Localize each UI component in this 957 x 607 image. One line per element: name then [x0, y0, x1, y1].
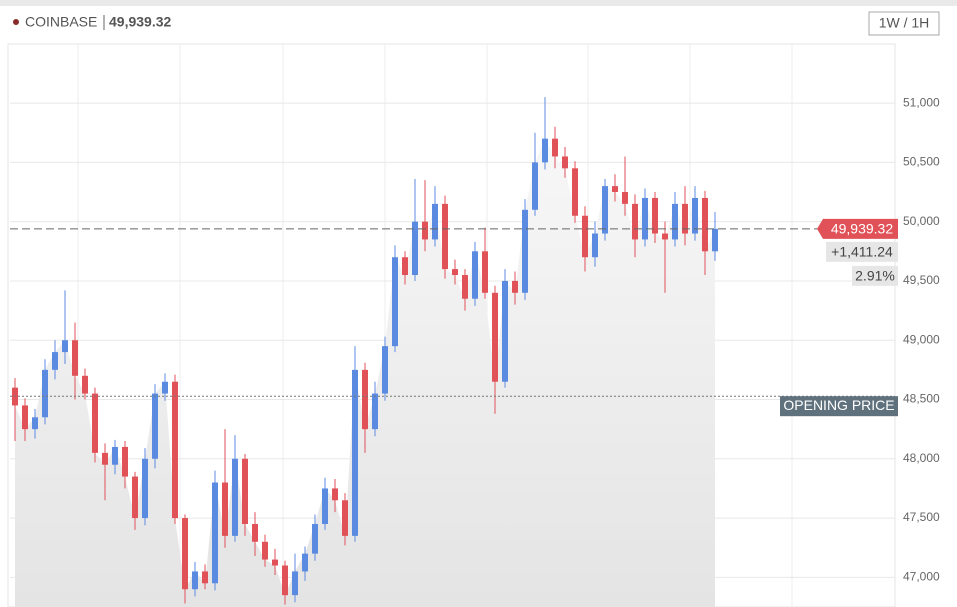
candle-body	[452, 269, 458, 276]
candle-body	[672, 203, 678, 240]
candle-body	[612, 186, 618, 193]
candle-body	[72, 340, 78, 376]
candle-body	[232, 458, 238, 536]
last-price-label: 49,939.32	[831, 221, 893, 237]
candle-body	[122, 446, 128, 477]
candle-body	[442, 203, 448, 270]
candle-body	[392, 257, 398, 347]
candle-body	[602, 186, 608, 234]
candle-body	[352, 369, 358, 536]
top-strip	[0, 0, 957, 6]
candle-body	[32, 417, 38, 430]
candle-body	[142, 458, 148, 519]
candle-body	[172, 381, 178, 519]
candle-body	[182, 518, 188, 590]
candle-body	[342, 500, 348, 536]
candle-body	[112, 446, 118, 465]
candle-body	[652, 197, 658, 234]
candle-body	[252, 524, 258, 542]
candle-body	[102, 452, 108, 465]
y-tick-label: 50,000	[903, 214, 940, 228]
candle-body	[42, 369, 48, 418]
candle-body	[322, 488, 328, 525]
candle-body	[572, 168, 578, 216]
candle-body	[632, 203, 638, 240]
candle-body	[152, 393, 158, 459]
candle-body	[412, 221, 418, 276]
candle-body	[302, 553, 308, 572]
candle-body	[562, 156, 568, 169]
candle-body	[582, 215, 588, 258]
candle-body	[692, 197, 698, 234]
candle-body	[132, 476, 138, 519]
candle-body	[702, 197, 708, 252]
candle-body	[222, 482, 228, 536]
candle-body	[502, 280, 508, 382]
candle-body	[22, 405, 28, 430]
change-tag	[826, 241, 898, 262]
y-tick-label: 48,000	[903, 451, 940, 465]
price-area	[15, 138, 715, 607]
candle-body	[372, 393, 378, 430]
change-percent-label: 2.91%	[855, 268, 895, 284]
candle-body	[532, 162, 538, 210]
candle-body	[382, 346, 388, 394]
change-label: +1,411.24	[831, 244, 893, 260]
range-button-label[interactable]: 1W / 1H	[879, 15, 930, 31]
candle-body	[62, 340, 68, 353]
candle-body	[52, 352, 58, 370]
opening-price-label: OPENING PRICE	[783, 397, 894, 413]
change-percent-tag	[852, 265, 898, 286]
header-price: 49,939.32	[109, 14, 171, 30]
candle-body	[192, 571, 198, 590]
candle-body	[512, 280, 518, 293]
y-tick-label: 47,500	[903, 510, 940, 524]
plot: 47,000 47,500 48,000 48,500 49,000 49,500 50,0…	[10, 95, 940, 607]
status-dot	[13, 19, 19, 25]
y-tick-label: 49,000	[903, 332, 940, 346]
exchange-name: COINBASE	[25, 14, 97, 30]
candle-body	[282, 565, 288, 596]
candle-body	[482, 251, 488, 293]
candle-body	[662, 233, 668, 240]
candle-body	[522, 209, 528, 293]
y-tick-label: 50,500	[903, 155, 940, 169]
candle-body	[272, 559, 278, 566]
candle-body	[712, 228, 718, 252]
y-tick-label: 49,500	[903, 273, 940, 287]
candle-body	[312, 524, 318, 554]
range-button[interactable]	[868, 11, 940, 36]
candle-body	[212, 482, 218, 584]
candle-body	[422, 221, 428, 240]
y-tick-label: 48,500	[903, 392, 940, 406]
candle-body	[92, 393, 98, 453]
candle-body	[642, 197, 648, 240]
last-price-tag	[817, 218, 898, 239]
candle-body	[292, 571, 298, 596]
candle-body	[492, 292, 498, 382]
candle-body	[462, 275, 468, 299]
candle-body	[242, 458, 248, 525]
candle-body	[472, 251, 478, 299]
y-tick-label: 51,000	[903, 95, 940, 109]
y-tick-label: 47,000	[903, 570, 940, 584]
candle-body	[162, 381, 168, 394]
candle-body	[622, 192, 628, 204]
candle-body	[552, 138, 558, 157]
candle-body	[432, 203, 438, 240]
candle-body	[262, 541, 268, 560]
candle-body	[542, 138, 548, 163]
candle-body	[592, 233, 598, 258]
candle-body	[402, 257, 408, 276]
candle-body	[362, 369, 368, 430]
candle-body	[82, 375, 88, 394]
candle-body	[202, 571, 208, 584]
opening-price-tag	[780, 396, 898, 417]
candle-body	[332, 488, 338, 501]
candle-body	[682, 203, 688, 234]
